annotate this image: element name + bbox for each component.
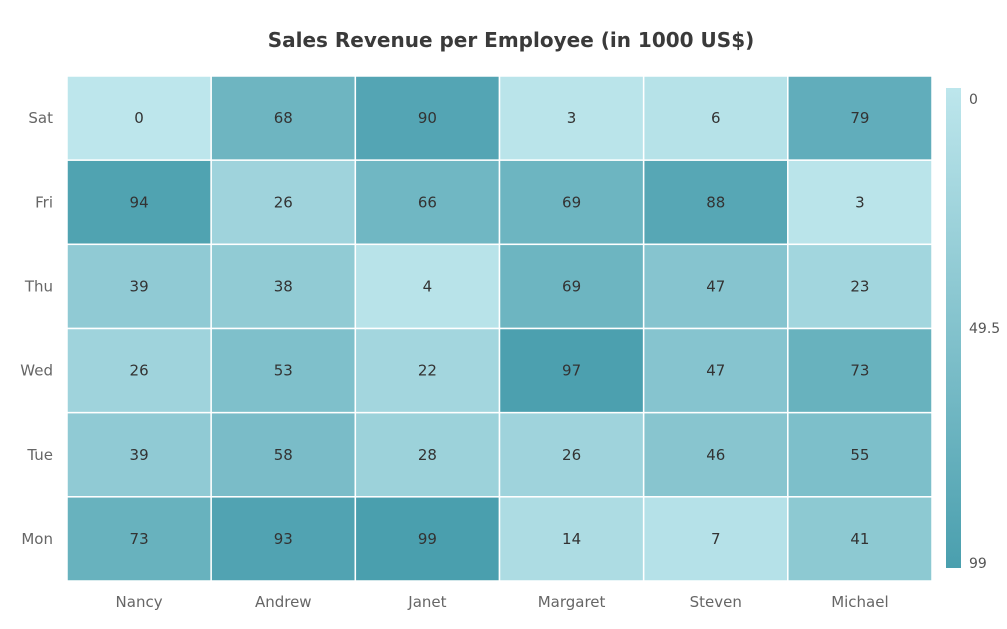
color-legend: 0 49.5 99 [946, 88, 1000, 572]
heatmap-cell [498, 496, 645, 582]
cell-value-label: 93 [274, 530, 293, 548]
heatmap-cell [498, 75, 645, 161]
cell-value-label: 88 [706, 193, 725, 211]
heatmap-cell [66, 327, 212, 414]
cell-value-label: 97 [562, 362, 581, 380]
cell-value-label: 41 [850, 530, 869, 548]
cell-value-label: 69 [562, 277, 581, 295]
heatmap-cell [210, 75, 357, 161]
cell-value-label: 26 [274, 193, 293, 211]
heatmap-cell [498, 159, 645, 246]
heatmap-cells: 0 68 90 3 6 79 94 26 66 69 88 3 39 38 4 69 47 23 26 53 22 97 4… [66, 75, 933, 582]
y-tick-label: Fri [35, 193, 53, 211]
x-tick-label: Michael [831, 593, 888, 611]
heatmap-cell [66, 496, 212, 582]
color-legend-bar [946, 88, 961, 568]
cell-value-label: 55 [850, 446, 869, 464]
cell-value-label: 26 [562, 446, 581, 464]
x-tick-label: Margaret [538, 593, 606, 611]
heatmap-cell [787, 159, 933, 246]
heatmap-cell [787, 327, 933, 414]
cell-value-label: 7 [711, 530, 721, 548]
cell-value-label: 39 [130, 277, 149, 295]
cell-value-label: 73 [850, 362, 869, 380]
x-tick-label: Andrew [255, 593, 312, 611]
cell-value-label: 99 [418, 530, 437, 548]
cell-value-label: 3 [855, 193, 865, 211]
cell-value-label: 58 [274, 446, 293, 464]
heatmap-cell [787, 243, 933, 330]
cell-value-label: 14 [562, 530, 581, 548]
cell-value-label: 90 [418, 109, 437, 127]
y-tick-label: Thu [24, 277, 53, 295]
heatmap-cell [210, 327, 357, 414]
heatmap-cell [210, 159, 357, 246]
heatmap-cell [642, 496, 789, 582]
x-tick-label: Janet [407, 593, 446, 611]
x-axis: Nancy Andrew Janet Margaret Steven Michael [116, 593, 889, 611]
cell-value-label: 6 [711, 109, 721, 127]
x-tick-label: Nancy [116, 593, 163, 611]
heatmap-cell [66, 75, 212, 161]
legend-max-label: 99 [969, 556, 987, 572]
heatmap-cell [354, 411, 501, 498]
y-tick-label: Tue [26, 446, 53, 464]
cell-value-label: 66 [418, 193, 437, 211]
heatmap-cell [66, 411, 212, 498]
heatmap-cell [354, 327, 501, 414]
cell-value-label: 47 [706, 277, 725, 295]
heatmap-cell [787, 496, 933, 582]
legend-min-label: 0 [969, 92, 978, 108]
heatmap-cell [498, 411, 645, 498]
y-tick-label: Sat [28, 109, 53, 127]
cell-value-label: 53 [274, 362, 293, 380]
cell-value-label: 28 [418, 446, 437, 464]
cell-value-label: 39 [130, 446, 149, 464]
heatmap-cell [210, 243, 357, 330]
cell-value-label: 69 [562, 193, 581, 211]
cell-value-label: 3 [567, 109, 577, 127]
heatmap-cell [354, 75, 501, 161]
y-tick-label: Mon [21, 530, 53, 548]
y-axis: Sat Fri Thu Wed Tue Mon [20, 109, 53, 548]
cell-value-label: 94 [130, 193, 149, 211]
chart-title: Sales Revenue per Employee (in 1000 US$) [268, 28, 755, 52]
heatmap-cell [787, 411, 933, 498]
heatmap-cell [642, 327, 789, 414]
heatmap-cell [498, 327, 645, 414]
heatmap-cell [642, 411, 789, 498]
heatmap-cell [787, 75, 933, 161]
cell-value-label: 46 [706, 446, 725, 464]
cell-value-label: 0 [134, 109, 144, 127]
cell-value-label: 47 [706, 362, 725, 380]
legend-mid-label: 49.5 [969, 321, 1000, 337]
y-tick-label: Wed [20, 362, 53, 380]
heatmap-cell [498, 243, 645, 330]
cell-value-label: 38 [274, 277, 293, 295]
cell-value-label: 22 [418, 362, 437, 380]
cell-value-label: 23 [850, 277, 869, 295]
x-tick-label: Steven [690, 593, 742, 611]
heatmap-cell [642, 243, 789, 330]
cell-value-label: 4 [423, 277, 433, 295]
cell-value-label: 26 [130, 362, 149, 380]
cell-value-label: 73 [130, 530, 149, 548]
cell-value-label: 68 [274, 109, 293, 127]
cell-value-label: 79 [850, 109, 869, 127]
